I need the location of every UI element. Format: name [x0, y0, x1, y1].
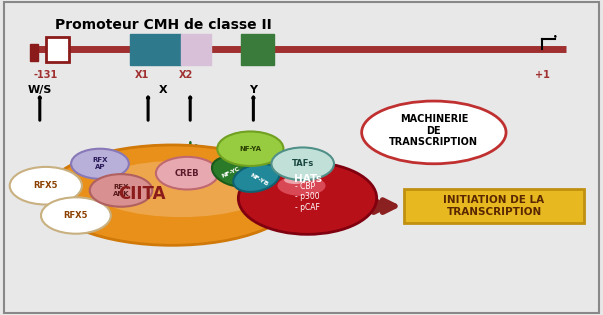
Text: X2: X2 — [179, 70, 193, 80]
Circle shape — [10, 167, 82, 204]
Text: -131: -131 — [34, 70, 58, 80]
Text: NF-YA: NF-YA — [239, 146, 261, 152]
Text: NF-YB: NF-YB — [249, 173, 270, 187]
Ellipse shape — [277, 175, 326, 196]
Text: CREB: CREB — [175, 169, 200, 178]
Ellipse shape — [291, 201, 348, 220]
Ellipse shape — [46, 145, 298, 245]
FancyBboxPatch shape — [46, 37, 69, 62]
Circle shape — [71, 149, 129, 179]
Text: Promoteur CMH de classe II: Promoteur CMH de classe II — [55, 18, 271, 32]
FancyBboxPatch shape — [30, 44, 38, 60]
Text: Y: Y — [250, 85, 257, 95]
Text: NF-YC: NF-YC — [221, 166, 241, 179]
Ellipse shape — [284, 176, 307, 184]
Text: X: X — [159, 85, 168, 95]
Text: +1: +1 — [535, 70, 549, 80]
Text: MACHINERIE
DE
TRANSCRIPTION: MACHINERIE DE TRANSCRIPTION — [390, 114, 478, 147]
Ellipse shape — [91, 161, 271, 217]
Text: RFX5: RFX5 — [34, 181, 58, 190]
Text: W/S: W/S — [28, 85, 52, 95]
FancyBboxPatch shape — [404, 189, 584, 223]
Circle shape — [271, 147, 334, 180]
Ellipse shape — [362, 101, 506, 164]
Text: CIITA: CIITA — [118, 185, 166, 203]
Text: X1: X1 — [135, 70, 149, 80]
Text: RFX5: RFX5 — [64, 211, 88, 220]
Text: INITIATION DE LA
TRANSCRIPTION: INITIATION DE LA TRANSCRIPTION — [443, 195, 545, 217]
FancyBboxPatch shape — [130, 34, 181, 65]
Text: RFX
AP: RFX AP — [92, 157, 108, 170]
FancyBboxPatch shape — [181, 34, 211, 65]
FancyBboxPatch shape — [241, 34, 274, 65]
Ellipse shape — [212, 157, 259, 186]
Text: HATs: HATs — [294, 175, 321, 185]
Circle shape — [41, 197, 111, 234]
Ellipse shape — [233, 164, 280, 192]
Circle shape — [156, 157, 218, 190]
Circle shape — [90, 174, 153, 207]
Circle shape — [238, 162, 377, 234]
Text: RFX
ANK: RFX ANK — [113, 184, 129, 197]
Circle shape — [217, 131, 283, 166]
Text: - CBP
- p300
- pCAF: - CBP - p300 - pCAF — [295, 182, 320, 212]
Text: TAFs: TAFs — [292, 159, 314, 168]
